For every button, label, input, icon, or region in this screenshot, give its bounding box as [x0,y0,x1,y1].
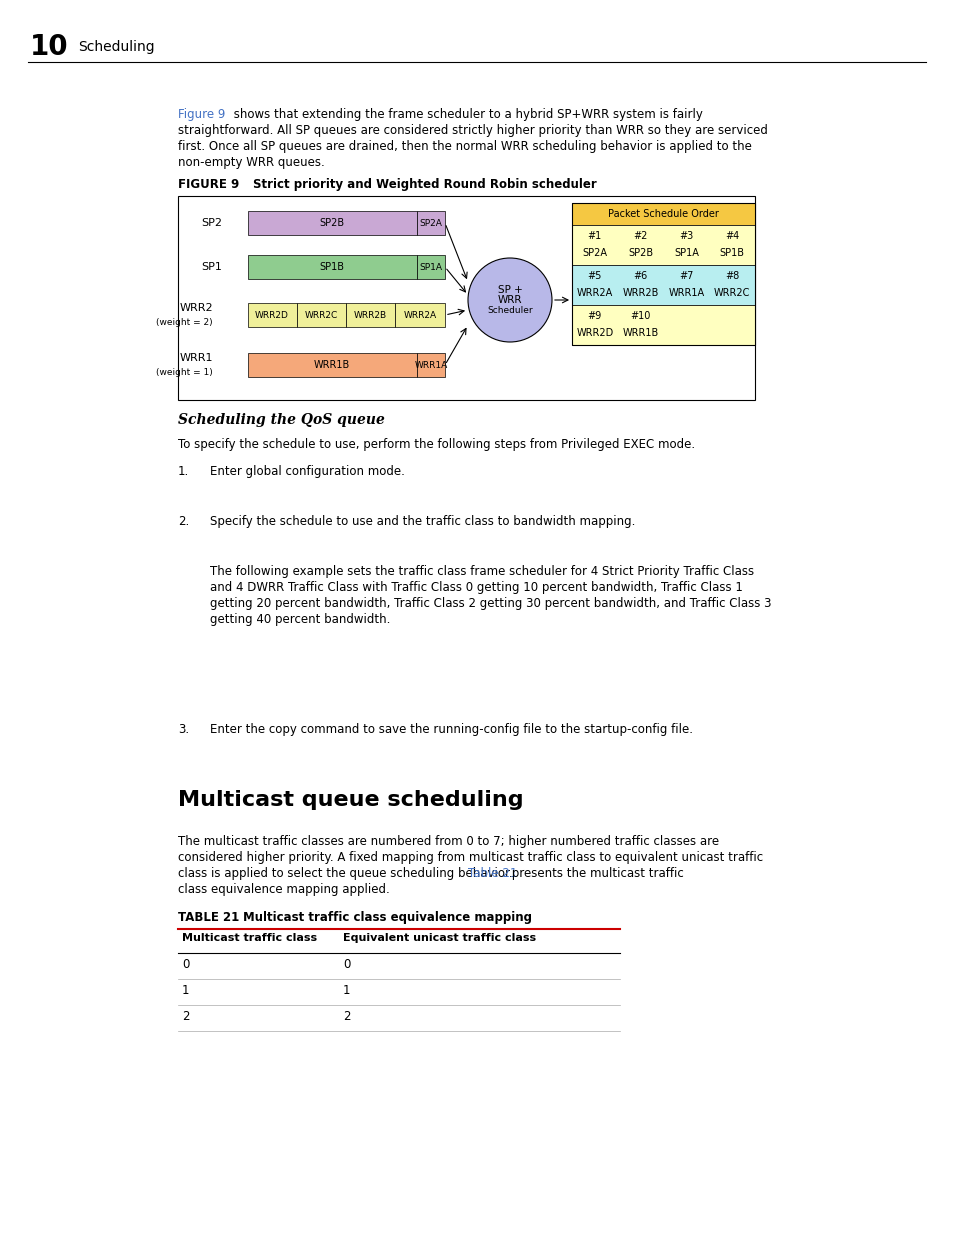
Text: 10: 10 [30,33,69,61]
Text: TABLE 21: TABLE 21 [178,911,239,924]
Text: #6: #6 [633,270,647,282]
Text: getting 40 percent bandwidth.: getting 40 percent bandwidth. [210,613,390,626]
Text: WRR1B: WRR1B [622,329,659,338]
Text: 1: 1 [343,984,350,997]
Bar [572,203,754,345]
Text: SP1B: SP1B [719,248,744,258]
Text: 0: 0 [182,958,190,971]
Text: class is applied to select the queue scheduling behavior.: class is applied to select the queue sch… [178,867,516,881]
Text: Scheduling: Scheduling [78,40,154,54]
Bar [416,353,444,377]
Text: To specify the schedule to use, perform the following steps from Privileged EXEC: To specify the schedule to use, perform … [178,438,695,451]
Bar [248,211,416,235]
Text: WRR2C: WRR2C [304,310,337,320]
Text: SP1B: SP1B [319,262,344,272]
Text: WRR2B: WRR2B [621,288,659,298]
Text: Equivalent unicast traffic class: Equivalent unicast traffic class [343,932,536,944]
Bar [346,303,395,327]
Text: Specify the schedule to use and the traffic class to bandwidth mapping.: Specify the schedule to use and the traf… [210,515,635,529]
Text: SP2B: SP2B [319,219,344,228]
Text: Multicast queue scheduling: Multicast queue scheduling [178,790,523,810]
Bar [178,196,754,400]
Text: Enter the copy command to save the running-config file to the startup-config fil: Enter the copy command to save the runni… [210,722,692,736]
Text: 3.: 3. [178,722,189,736]
Text: #4: #4 [724,231,739,241]
Text: class equivalence mapping applied.: class equivalence mapping applied. [178,883,390,897]
Text: The following example sets the traffic class frame scheduler for 4 Strict Priori: The following example sets the traffic c… [210,564,753,578]
Text: WRR1A: WRR1A [414,361,447,369]
Bar [572,266,754,305]
Bar [248,303,296,327]
Text: WRR2: WRR2 [179,303,213,312]
Text: and 4 DWRR Traffic Class with Traffic Class 0 getting 10 percent bandwidth, Traf: and 4 DWRR Traffic Class with Traffic Cl… [210,580,742,594]
Text: SP2B: SP2B [627,248,653,258]
Text: (weight = 2): (weight = 2) [156,317,213,326]
Text: 2.: 2. [178,515,189,529]
Text: SP2A: SP2A [419,219,442,227]
Bar [572,203,754,225]
Text: Scheduler: Scheduler [487,305,533,315]
Text: non-empty WRR queues.: non-empty WRR queues. [178,156,324,169]
Text: #1: #1 [587,231,601,241]
Text: considered higher priority. A fixed mapping from multicast traffic class to equi: considered higher priority. A fixed mapp… [178,851,762,864]
Text: #2: #2 [633,231,647,241]
Text: #7: #7 [679,270,693,282]
Text: WRR1B: WRR1B [314,359,350,370]
Text: SP1A: SP1A [673,248,699,258]
Text: 0: 0 [343,958,350,971]
Text: SP1A: SP1A [419,263,442,272]
Text: Table 21: Table 21 [468,867,517,881]
Text: (weight = 1): (weight = 1) [156,368,213,377]
Text: straightforward. All SP queues are considered strictly higher priority than WRR : straightforward. All SP queues are consi… [178,124,767,137]
Text: #5: #5 [587,270,601,282]
Text: Strict priority and Weighted Round Robin scheduler: Strict priority and Weighted Round Robin… [253,178,597,191]
Text: SP +: SP + [497,285,522,295]
Text: The multicast traffic classes are numbered from 0 to 7; higher numbered traffic : The multicast traffic classes are number… [178,835,719,848]
Text: WRR1: WRR1 [179,353,213,363]
Text: Scheduling the QoS queue: Scheduling the QoS queue [178,412,384,427]
Text: SP1: SP1 [201,262,222,272]
Bar [296,303,346,327]
Text: 1.: 1. [178,466,189,478]
Text: SP2: SP2 [201,219,222,228]
Bar [572,225,754,266]
Text: Multicast traffic class: Multicast traffic class [182,932,316,944]
Bar [416,254,444,279]
Text: WRR2A: WRR2A [403,310,436,320]
Text: 2: 2 [343,1010,350,1023]
Bar [248,353,416,377]
Text: SP2A: SP2A [581,248,607,258]
Text: #3: #3 [679,231,693,241]
Text: WRR2D: WRR2D [254,310,289,320]
Bar [572,305,754,345]
Text: WRR2B: WRR2B [353,310,386,320]
Text: 1: 1 [182,984,190,997]
Text: WRR2D: WRR2D [576,329,613,338]
Text: WRR2A: WRR2A [577,288,613,298]
Text: getting 20 percent bandwidth, Traffic Class 2 getting 30 percent bandwidth, and : getting 20 percent bandwidth, Traffic Cl… [210,597,771,610]
Bar [416,211,444,235]
Text: #8: #8 [724,270,739,282]
Text: 2: 2 [182,1010,190,1023]
Text: shows that extending the frame scheduler to a hybrid SP+WRR system is fairly: shows that extending the frame scheduler… [230,107,702,121]
Text: Figure 9: Figure 9 [178,107,225,121]
Text: first. Once all SP queues are drained, then the normal WRR scheduling behavior i: first. Once all SP queues are drained, t… [178,140,751,153]
Text: WRR2C: WRR2C [713,288,749,298]
Text: #9: #9 [587,311,601,321]
Text: Multicast traffic class equivalence mapping: Multicast traffic class equivalence mapp… [243,911,532,924]
Bar [395,303,444,327]
Bar [248,254,416,279]
Text: presents the multicast traffic: presents the multicast traffic [507,867,683,881]
Text: FIGURE 9: FIGURE 9 [178,178,239,191]
Text: WRR1A: WRR1A [668,288,703,298]
Text: #10: #10 [630,311,650,321]
Text: WRR: WRR [497,295,521,305]
Text: Enter global configuration mode.: Enter global configuration mode. [210,466,404,478]
Text: Packet Schedule Order: Packet Schedule Order [607,209,718,219]
Ellipse shape [468,258,552,342]
